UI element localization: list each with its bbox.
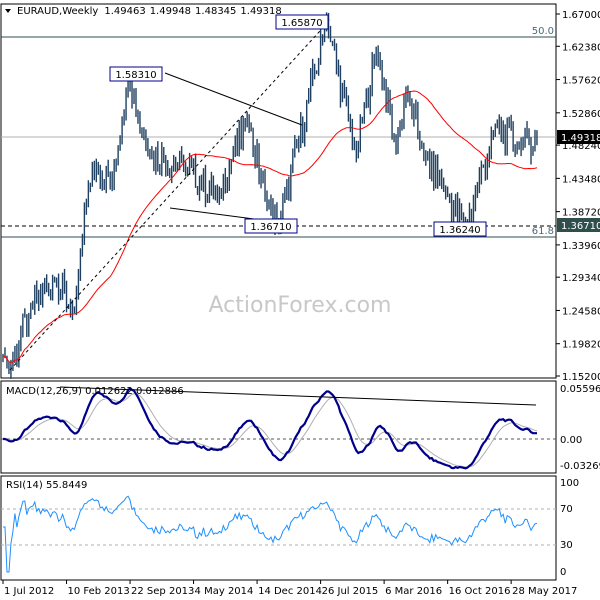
price-tick-label: 1.33960 [562, 241, 600, 252]
svg-text:1.36710: 1.36710 [561, 221, 600, 232]
price-axis: 1.67000 1.62380 1.57620 1.52860 1.48240 1.434… [556, 10, 600, 383]
annotation-high-1: 1.65870 [275, 14, 329, 30]
rsi-label: RSI(14) 55.8449 [6, 480, 87, 491]
support-price-tag: 1.36710 [557, 218, 600, 232]
annotation-low-2: 1.36240 [433, 221, 487, 237]
rsi-tick: 70 [560, 504, 573, 515]
price-tick-label: 1.48240 [562, 141, 600, 152]
price-tick-label: 1.19820 [562, 340, 600, 351]
fib-618-label: 61.8 [532, 226, 554, 237]
macd-tick: -0.03269 [560, 461, 600, 472]
time-axis: 1 Jul 2012 10 Feb 2013 22 Sep 2013 4 May 20… [2, 580, 577, 597]
rsi-tick: 30 [560, 540, 573, 551]
time-tick-label: 16 Oct 2016 [449, 586, 511, 597]
price-tick-label: 1.62380 [562, 42, 600, 53]
price-panel [0, 3, 557, 379]
svg-text:1.65870: 1.65870 [281, 18, 322, 29]
fib-50-label: 50.0 [532, 26, 554, 37]
macd-trendline [59, 386, 537, 406]
moving-average-line [3, 90, 538, 363]
rsi-panel [0, 475, 557, 581]
macd-tick: 0.055965 [560, 384, 600, 395]
watermark: ActionForex.com [209, 293, 392, 318]
time-tick-label: 10 Feb 2013 [68, 586, 130, 597]
upper-trendline [164, 72, 303, 126]
chart-title: EURAUD,Weekly 1.49463 1.49948 1.48345 1.4931… [17, 6, 282, 17]
price-tick-label: 1.15200 [562, 372, 600, 383]
rsi-line [3, 495, 538, 573]
svg-text:1.58310: 1.58310 [115, 70, 156, 81]
time-tick-label: 4 May 2014 [195, 586, 254, 597]
price-tick-label: 1.29340 [562, 273, 600, 284]
current-price-tag: 1.49318 [557, 130, 600, 144]
time-tick-label: 26 Jul 2015 [322, 586, 379, 597]
price-tick-label: 1.24580 [562, 306, 600, 317]
svg-text:1.36240: 1.36240 [439, 225, 480, 236]
svg-text:1.49318: 1.49318 [561, 133, 600, 144]
price-tick-label: 1.67000 [562, 10, 600, 21]
macd-tick: 0.00 [560, 435, 582, 446]
annotation-low-1: 1.36710 [244, 218, 298, 234]
macd-label: MACD(12,26,9) 0.012622 0.012886 [6, 386, 184, 397]
price-tick-label: 1.38720 [562, 208, 600, 219]
annotation-high-2: 1.58310 [109, 66, 163, 82]
rsi-tick: 100 [560, 478, 579, 489]
time-tick-label: 22 Sep 2013 [131, 586, 194, 597]
rsi-tick: 0 [560, 567, 566, 578]
price-tick-label: 1.43480 [562, 174, 600, 185]
price-tick-label: 1.57620 [562, 76, 600, 87]
dashed-uptrend-line [9, 19, 331, 371]
collapse-triangle-icon[interactable] [5, 9, 11, 13]
price-tick-label: 1.52860 [562, 109, 600, 120]
time-tick-label: 6 Mar 2016 [385, 586, 442, 597]
macd-signal-line [3, 393, 538, 468]
macd-line [3, 387, 537, 470]
time-tick-label: 1 Jul 2012 [4, 586, 54, 597]
svg-text:1.36710: 1.36710 [250, 222, 291, 233]
time-tick-label: 28 May 2017 [512, 586, 577, 597]
time-tick-label: 14 Dec 2014 [258, 586, 322, 597]
